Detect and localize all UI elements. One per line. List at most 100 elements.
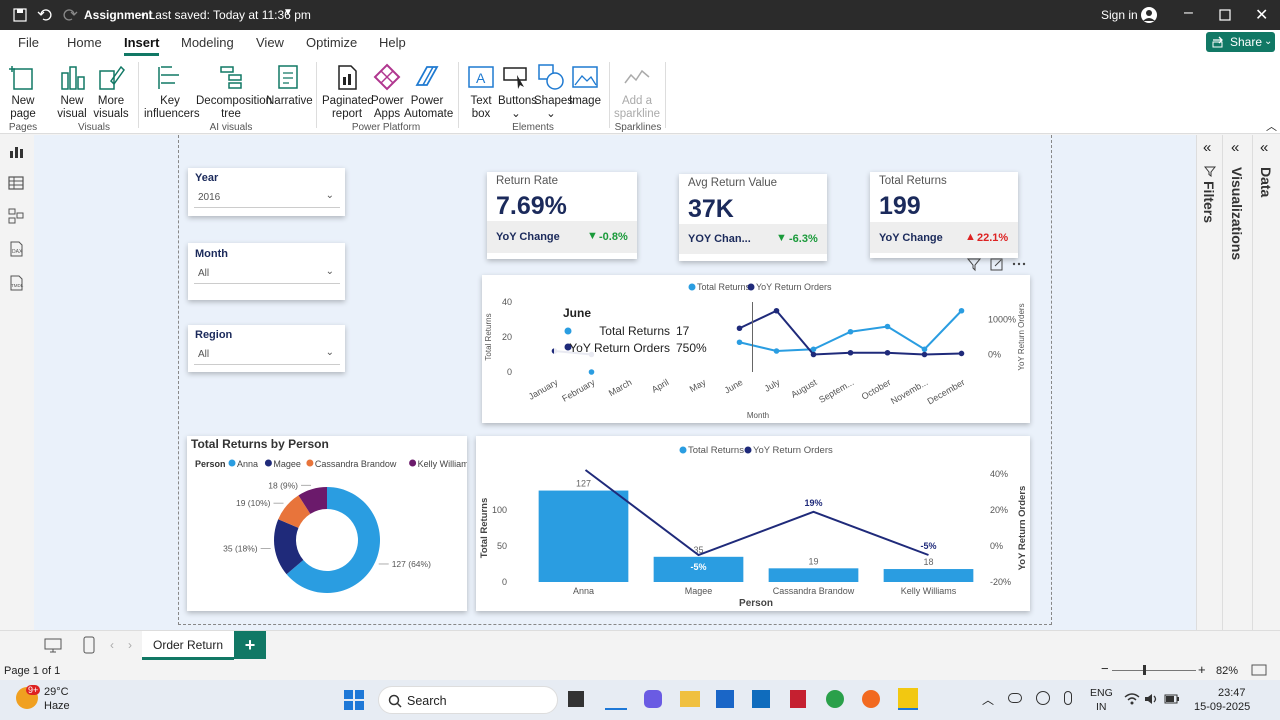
kpi-card-avg-return-value[interactable]: Avg Return Value 37K YOY Chan... ▼ -6.3% — [679, 174, 827, 261]
kpi-card-total-returns[interactable]: Total Returns 199 YoY Change ▲ 22.1% — [870, 172, 1018, 258]
temperature[interactable]: 29°C — [44, 686, 69, 698]
windows-start-icon[interactable] — [344, 690, 364, 710]
power-apps-button[interactable]: Power Apps — [371, 63, 404, 121]
maximize-icon[interactable] — [1219, 9, 1231, 21]
desktop-layout-icon[interactable] — [44, 637, 62, 653]
file-explorer-icon[interactable] — [680, 691, 700, 707]
prev-page-icon[interactable]: ‹ — [110, 638, 114, 652]
chevron-down-icon[interactable]: ▼ — [283, 7, 293, 18]
copilot-icon[interactable] — [644, 690, 662, 708]
wifi-icon[interactable] — [1124, 692, 1140, 706]
month-dropdown[interactable]: All ⌄ — [194, 264, 340, 284]
expand-icon[interactable]: « — [1203, 139, 1212, 156]
zoom-slider-thumb[interactable] — [1143, 665, 1146, 675]
narrative-button[interactable]: Narrative — [266, 63, 313, 108]
focus-mode-icon[interactable] — [990, 258, 1003, 271]
zoom-level[interactable]: 82% — [1216, 665, 1239, 677]
new-visual-button[interactable]: New visual — [56, 63, 88, 121]
filters-pane-collapsed[interactable]: « Filters — [1196, 135, 1222, 630]
battery-icon[interactable] — [1164, 692, 1180, 706]
share-button[interactable]: Share ⌄ — [1206, 32, 1275, 52]
firefox-icon[interactable] — [862, 690, 880, 708]
tab-order-return[interactable]: Order Return — [142, 631, 234, 660]
redo-icon[interactable] — [62, 7, 78, 23]
region-slicer[interactable]: Region All ⌄ — [188, 325, 345, 372]
power-automate-button[interactable]: Power Automate — [404, 63, 453, 121]
zoom-out-icon[interactable]: − — [1101, 661, 1109, 676]
menu-optimize[interactable]: Optimize — [306, 35, 358, 50]
text-box-button[interactable]: A Text box — [466, 63, 496, 121]
collapse-ribbon-icon[interactable]: ︿ — [1266, 121, 1277, 133]
add-page-button[interactable]: + — [234, 631, 266, 659]
volume-icon[interactable] — [1144, 692, 1160, 706]
key-influencers-button[interactable]: Key influencers — [144, 63, 200, 121]
clock-time[interactable]: 23:47 — [1218, 687, 1246, 699]
zoom-in-icon[interactable]: + — [1198, 662, 1206, 677]
menu-file[interactable]: File — [18, 35, 39, 50]
onedrive-icon[interactable] — [1008, 693, 1022, 703]
undo-icon[interactable] — [37, 7, 53, 23]
returns-by-person-donut[interactable]: Total Returns by Person Person Anna Magee C… — [187, 436, 474, 611]
app-icon[interactable] — [568, 691, 584, 707]
add-sparkline-button[interactable]: Add a sparkline — [614, 63, 660, 121]
clock-date[interactable]: 15-09-2025 — [1194, 701, 1251, 713]
donut-chart-svg[interactable]: Person Anna Magee Cassandra Brandow Kelly Wi… — [187, 436, 474, 611]
more-options-icon[interactable] — [1012, 262, 1026, 266]
month-slicer[interactable]: Month All ⌄ — [188, 243, 345, 300]
new-page-button[interactable]: New page — [6, 63, 40, 121]
expand-icon[interactable]: « — [1231, 139, 1240, 156]
last-saved-text[interactable]: • Last saved: Today at 11:36 pm — [141, 8, 311, 22]
mcafee-icon[interactable] — [790, 690, 806, 708]
sign-in-link[interactable]: Sign in — [1101, 8, 1138, 22]
shapes-button[interactable]: Shapes ⌄ — [534, 63, 573, 121]
region-dropdown[interactable]: All ⌄ — [194, 345, 340, 365]
close-icon[interactable]: ✕ — [1255, 7, 1269, 24]
buttons-button[interactable]: Buttons ⌄ — [498, 63, 537, 121]
image-button[interactable]: Image — [568, 63, 602, 108]
minimize-icon[interactable]: – — [1184, 4, 1193, 21]
table-view-icon[interactable] — [8, 175, 24, 191]
document-title[interactable]: Assignment — [84, 8, 153, 22]
chrome-icon[interactable] — [826, 690, 844, 708]
save-icon[interactable] — [12, 7, 28, 23]
kpi-card-return-rate[interactable]: Return Rate 7.69% YoY Change ▼ -0.8% — [487, 172, 637, 259]
microphone-icon[interactable] — [1064, 691, 1072, 705]
visualizations-pane-collapsed[interactable]: « Visualizations — [1222, 135, 1252, 630]
sync-icon[interactable] — [1036, 691, 1050, 705]
line-chart-svg[interactable]: Total Returns YoY Return Orders 0 20 40 0% 100… — [482, 275, 1030, 423]
more-visuals-button[interactable]: More visuals — [92, 63, 130, 121]
report-view-icon[interactable] — [8, 143, 24, 159]
zoom-slider[interactable] — [1112, 670, 1196, 671]
menu-home[interactable]: Home — [67, 35, 102, 50]
power-bi-icon[interactable] — [898, 688, 918, 710]
store-icon[interactable] — [716, 690, 734, 708]
menu-help[interactable]: Help — [379, 35, 406, 50]
menu-view[interactable]: View — [256, 35, 284, 50]
fit-to-page-icon[interactable] — [1251, 664, 1267, 676]
model-view-icon[interactable] — [8, 208, 24, 224]
paginated-report-button[interactable]: Paginated report — [322, 63, 374, 121]
returns-by-person-bar-chart[interactable]: Total Returns YoY Return Orders 0 50 100 -20%… — [476, 436, 1030, 611]
year-dropdown[interactable]: 2016 ⌄ — [194, 188, 340, 208]
data-pane-collapsed[interactable]: « Data — [1252, 135, 1280, 630]
taskbar-search[interactable]: Search — [378, 686, 558, 714]
show-hidden-icons[interactable]: ︿ — [982, 693, 995, 707]
mobile-layout-icon[interactable] — [82, 636, 96, 654]
decomposition-tree-button[interactable]: Decomposition tree — [196, 63, 272, 121]
region-code[interactable]: IN — [1096, 701, 1107, 713]
monthly-returns-chart[interactable]: Total Returns YoY Return Orders 0 20 40 0% 100… — [482, 275, 1030, 423]
expand-icon[interactable]: « — [1260, 139, 1269, 156]
filter-icon[interactable] — [966, 258, 982, 272]
language-code[interactable]: ENG — [1090, 687, 1113, 699]
menu-insert[interactable]: Insert — [124, 35, 160, 56]
tmdl-view-icon[interactable]: TMDL — [8, 275, 24, 291]
year-slicer[interactable]: Year 2016 ⌄ — [188, 168, 345, 216]
outlook-icon[interactable] — [752, 690, 770, 708]
snipping-tool-icon[interactable] — [605, 688, 627, 710]
dax-query-icon[interactable]: DAX — [8, 241, 24, 257]
weather-text[interactable]: Haze — [44, 700, 70, 712]
account-icon[interactable] — [1140, 6, 1158, 24]
menu-modeling[interactable]: Modeling — [181, 35, 234, 50]
bar-chart-svg[interactable]: Total Returns YoY Return Orders 0 50 100 -20%… — [476, 436, 1030, 611]
next-page-icon[interactable]: › — [128, 638, 132, 652]
